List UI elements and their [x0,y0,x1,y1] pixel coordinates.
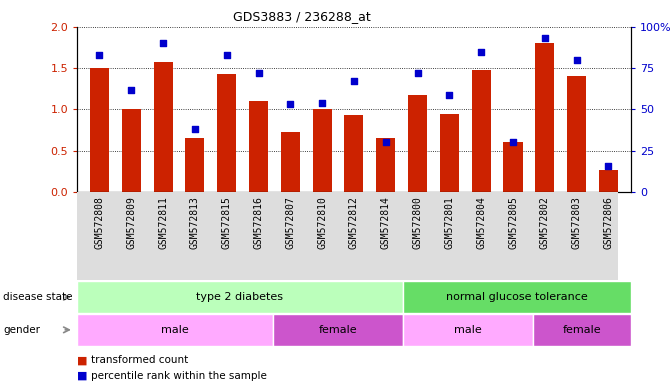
Bar [440,114,459,192]
Text: female: female [562,325,601,335]
Point [285,101,296,108]
Bar [272,314,403,346]
Point [317,100,327,106]
Text: GSM572800: GSM572800 [413,197,423,249]
Point [508,139,519,146]
Point [476,49,486,55]
Bar [77,281,403,313]
Point [189,126,200,132]
Point [221,52,232,58]
Text: GSM572811: GSM572811 [158,197,168,249]
Text: type 2 diabetes: type 2 diabetes [197,292,283,302]
Bar [403,314,533,346]
Text: GSM572806: GSM572806 [603,197,613,249]
Point [603,162,614,169]
Bar [313,109,331,192]
Text: GSM572816: GSM572816 [254,197,264,249]
Bar [185,138,205,192]
Bar [408,94,427,192]
Point [571,57,582,63]
Text: disease state: disease state [3,292,73,302]
Bar [154,62,172,192]
Text: normal glucose tolerance: normal glucose tolerance [446,292,588,302]
Text: ■: ■ [77,355,88,365]
Bar [533,314,631,346]
Bar [403,281,631,313]
Text: GSM572810: GSM572810 [317,197,327,249]
Point [444,91,455,98]
Bar [77,314,272,346]
Text: GSM572809: GSM572809 [126,197,136,249]
Text: transformed count: transformed count [91,355,188,365]
Text: GDS3883 / 236288_at: GDS3883 / 236288_at [233,10,371,23]
Point [412,70,423,76]
Text: female: female [318,325,357,335]
Point [349,78,360,84]
Text: male: male [161,325,189,335]
Text: GSM572803: GSM572803 [572,197,582,249]
Bar [376,138,395,192]
Text: GSM572815: GSM572815 [221,197,231,249]
Text: GSM572814: GSM572814 [380,197,391,249]
Bar [472,70,491,192]
Text: GSM572801: GSM572801 [444,197,454,249]
Bar [503,142,523,192]
Text: GSM572804: GSM572804 [476,197,486,249]
Text: gender: gender [3,325,40,335]
Text: GSM572812: GSM572812 [349,197,359,249]
Text: percentile rank within the sample: percentile rank within the sample [91,371,266,381]
Bar [344,115,364,192]
Point [126,86,137,93]
Text: GSM572802: GSM572802 [540,197,550,249]
Text: ■: ■ [77,371,88,381]
Bar [217,74,236,192]
Point [94,52,105,58]
Bar [249,101,268,192]
Bar [599,170,618,192]
Point [380,139,391,146]
Text: GSM572808: GSM572808 [95,197,105,249]
Point [253,70,264,76]
Bar [90,68,109,192]
Bar [567,76,586,192]
Text: GSM572805: GSM572805 [508,197,518,249]
Text: GSM572807: GSM572807 [285,197,295,249]
Point [539,35,550,41]
Bar [280,132,300,192]
Bar [121,109,141,192]
Text: male: male [454,325,482,335]
Text: GSM572813: GSM572813 [190,197,200,249]
Bar [535,43,554,192]
Point [158,40,168,46]
